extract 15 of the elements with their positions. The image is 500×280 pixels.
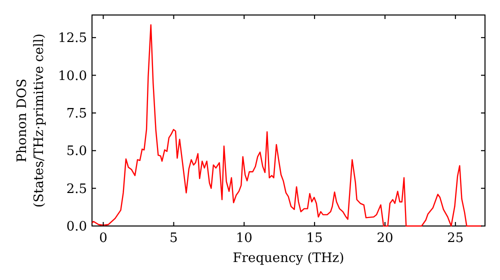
y-tick-label: 5.0 (66, 144, 87, 160)
x-tick-label: 15 (306, 231, 323, 246)
y-tick-label: 2.5 (66, 182, 87, 197)
x-tick-label: 20 (376, 231, 394, 246)
x-tick-label: 10 (236, 231, 252, 246)
x-axis-title: Frequency (THz) (232, 251, 344, 266)
y-tick-label: 0.0 (66, 220, 87, 235)
y-tick-label: 10.0 (58, 68, 87, 84)
y-tick-label: 7.5 (66, 106, 87, 122)
x-tick-label: 25 (447, 231, 464, 246)
y-axis-title: Phonon DOS (States/THz·primitive cell) (15, 33, 47, 208)
line-series (92, 24, 483, 227)
y-tick-label: 12.5 (58, 31, 87, 46)
x-tick-label: 0 (99, 231, 108, 246)
x-tick-label: 5 (170, 231, 178, 246)
